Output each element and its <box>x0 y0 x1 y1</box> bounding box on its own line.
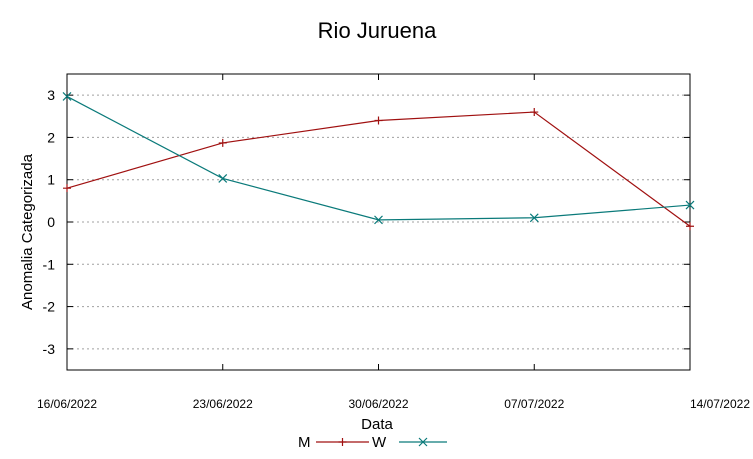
series-line-m <box>66 111 691 227</box>
y-tick-label: 2 <box>47 129 55 145</box>
x-tick-label: 07/07/2022 <box>504 397 564 411</box>
data-point-m <box>530 108 539 117</box>
legend-marker-w <box>418 437 428 447</box>
x-tick-label: 16/06/2022 <box>37 397 97 411</box>
x-axis-label: Data <box>361 416 393 433</box>
legend-marker-m <box>338 438 347 446</box>
y-tick-label: -2 <box>43 299 56 315</box>
data-point-m <box>218 138 227 147</box>
x-axis: 16/06/2022 23/06/2022 30/06/2022 07/07/2022… <box>37 74 750 411</box>
data-point-w <box>685 200 695 210</box>
y-axis: 3 2 1 0 -1 -2 -3 <box>43 87 690 357</box>
legend-label-w: W <box>372 434 387 451</box>
data-point-m <box>374 116 383 125</box>
series-layer <box>62 91 695 231</box>
y-tick-label: 3 <box>47 87 55 103</box>
x-tick-label: 30/06/2022 <box>348 397 408 411</box>
y-tick-label: -3 <box>43 341 56 357</box>
data-point-w <box>62 91 72 101</box>
data-point-w <box>529 213 539 223</box>
x-tick-label: 23/06/2022 <box>193 397 253 411</box>
x-tick-label: 14/07/2022 <box>690 397 750 411</box>
series-w <box>62 91 695 225</box>
y-tick-label: 1 <box>47 172 55 188</box>
y-tick-label: 0 <box>47 214 55 230</box>
data-point-m <box>686 222 694 231</box>
y-axis-label: Anomalia Categorizada <box>19 153 36 310</box>
data-point-w <box>374 215 383 225</box>
legend-label-m: M <box>298 434 311 451</box>
grid-lines <box>67 94 690 350</box>
y-tick-label: -1 <box>43 256 56 272</box>
series-m <box>63 108 694 231</box>
data-point-w <box>218 174 228 183</box>
chart-title: Rio Juruena <box>318 18 437 43</box>
data-point-m <box>63 184 71 193</box>
